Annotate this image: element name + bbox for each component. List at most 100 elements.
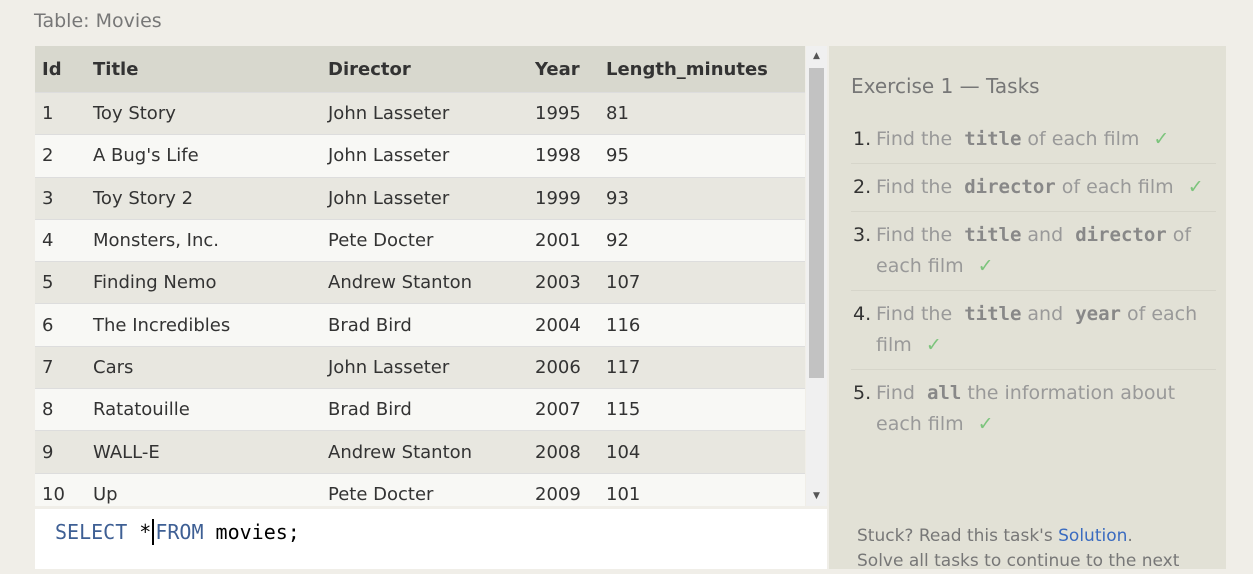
task-number: 5.: [853, 382, 872, 404]
sql-editor[interactable]: SELECT * FROM movies;: [35, 509, 827, 569]
table-name: movies;: [203, 520, 300, 544]
cell-year: 2003: [528, 261, 599, 304]
column-header-length: Length_minutes: [599, 46, 805, 93]
cell-length: 92: [599, 218, 805, 262]
cell-year: 2007: [528, 388, 599, 431]
cell-year: 1995: [528, 91, 599, 135]
cell-length: 115: [599, 388, 805, 431]
table-row: 9 WALL-E Andrew Stanton 2008 104: [35, 430, 805, 474]
cell-id: 4: [35, 218, 86, 262]
scroll-up-arrow-icon[interactable]: ▲: [813, 51, 820, 61]
cell-title: Finding Nemo: [86, 261, 321, 304]
cell-id: 3: [35, 176, 86, 220]
table-scrollbar[interactable]: ▲ ▼: [806, 46, 827, 506]
cell-year: 1998: [528, 134, 599, 178]
cell-length: 116: [599, 303, 805, 347]
table-row: 6 The Incredibles Brad Bird 2004 116: [35, 303, 805, 347]
task-text-mid: of each film: [1061, 176, 1174, 198]
scroll-down-arrow-icon[interactable]: ▼: [813, 491, 820, 501]
tasks-title: Exercise 1 — Tasks: [851, 74, 1040, 98]
task-number: 4.: [853, 303, 872, 325]
cell-id: 9: [35, 430, 86, 474]
task-code-1: title: [964, 128, 1022, 150]
cell-id: 6: [35, 303, 86, 347]
cell-director: Andrew Stanton: [321, 430, 528, 474]
task-number: 1.: [853, 128, 872, 150]
cell-title: The Incredibles: [86, 303, 321, 347]
scrollbar-thumb[interactable]: [809, 68, 824, 378]
cell-director: John Lasseter: [321, 176, 528, 220]
task-code-1: title: [964, 303, 1022, 325]
cell-year: 2009: [528, 472, 599, 506]
cell-director: John Lasseter: [321, 345, 528, 389]
task-code-1: director: [964, 176, 1056, 198]
cell-title: WALL-E: [86, 430, 321, 474]
keyword-from: FROM: [155, 520, 204, 544]
column-header-director: Director: [321, 46, 528, 93]
table-row: 4 Monsters, Inc. Pete Docter 2001 92: [35, 218, 805, 262]
table-row: 1 Toy Story John Lasseter 1995 81: [35, 91, 805, 135]
table-row: 7 Cars John Lasseter 2006 117: [35, 345, 805, 389]
table-row: 5 Finding Nemo Andrew Stanton 2003 107: [35, 261, 805, 304]
cell-length: 101: [599, 472, 805, 506]
task-code-2: director: [1075, 224, 1167, 246]
task-text-pre: Find the: [876, 176, 953, 198]
cell-title: Cars: [86, 345, 321, 389]
cell-title: A Bug's Life: [86, 134, 321, 178]
cell-year: 2008: [528, 430, 599, 474]
task-text-post: of each film: [876, 303, 1198, 356]
keyword-select: SELECT: [55, 520, 128, 544]
table-header-row: Id Title Director Year Length_minutes: [35, 46, 805, 93]
column-header-title: Title: [86, 46, 321, 93]
task-code-1: title: [964, 224, 1022, 246]
task-code-1: all: [926, 382, 962, 404]
table-row: 3 Toy Story 2 John Lasseter 1999 93: [35, 176, 805, 220]
cell-director: Andrew Stanton: [321, 261, 528, 304]
cell-year: 2006: [528, 345, 599, 389]
cell-director: John Lasseter: [321, 91, 528, 135]
solution-link[interactable]: Solution: [1058, 526, 1128, 546]
cell-title: Ratatouille: [86, 388, 321, 431]
table-row: 8 Ratatouille Brad Bird 2007 115: [35, 388, 805, 431]
cell-director: Pete Docter: [321, 218, 528, 262]
task-code-2: year: [1075, 303, 1121, 325]
cell-director: Pete Docter: [321, 472, 528, 506]
checkmark-icon: ✓: [1187, 176, 1204, 198]
cell-id: 7: [35, 345, 86, 389]
table-row: 10 Up Pete Docter 2009 101: [35, 472, 805, 506]
cell-year: 2001: [528, 218, 599, 262]
task-text-post: of each film: [876, 224, 1192, 277]
checkmark-icon: ✓: [977, 255, 994, 277]
table-caption: Table: Movies: [34, 10, 162, 32]
cell-length: 93: [599, 176, 805, 220]
cell-title: Toy Story: [86, 91, 321, 135]
column-header-id: Id: [35, 46, 86, 93]
task-number: 3.: [853, 224, 872, 246]
column-header-year: Year: [528, 46, 599, 93]
cell-title: Up: [86, 472, 321, 506]
cell-id: 2: [35, 134, 86, 178]
checkmark-icon: ✓: [925, 334, 942, 356]
task-text-mid: of each film: [1027, 128, 1140, 150]
task-text-pre: Find the: [876, 128, 953, 150]
continue-text: Solve all tasks to continue to the next: [857, 551, 1180, 571]
cell-length: 107: [599, 261, 805, 304]
cell-director: Brad Bird: [321, 303, 528, 347]
cell-id: 10: [35, 472, 86, 506]
cell-director: Brad Bird: [321, 388, 528, 431]
stuck-text: Stuck? Read this task's: [857, 526, 1053, 546]
sql-query-line[interactable]: SELECT * FROM movies;: [55, 519, 300, 545]
task-text-mid: and: [1027, 224, 1064, 246]
cell-id: 8: [35, 388, 86, 431]
task-number: 2.: [853, 176, 872, 198]
cell-director: John Lasseter: [321, 134, 528, 178]
task-text-mid: the information about each film: [876, 382, 1176, 435]
checkmark-icon: ✓: [1153, 128, 1170, 150]
cell-title: Toy Story 2: [86, 176, 321, 220]
select-star: *: [127, 520, 152, 544]
stuck-period: .: [1127, 526, 1133, 546]
task-item: 5. Find all the information about each fil…: [851, 370, 1216, 448]
